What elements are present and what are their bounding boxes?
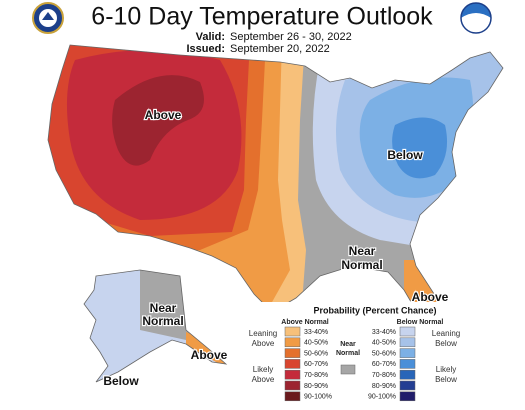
noaa-doc-logo	[32, 2, 64, 34]
legend-above-range: 50-60%	[304, 350, 328, 357]
issued-label: Issued:	[186, 43, 225, 55]
legend-above-range: 80-90%	[304, 383, 328, 390]
label-alaska-below: Below	[103, 374, 139, 388]
legend-below-range: 70-80%	[372, 372, 396, 379]
legend-likely-above: Above	[252, 375, 275, 384]
legend-below-swatch	[399, 369, 416, 380]
label-near-normal: Near	[349, 244, 376, 258]
legend: Probability (Percent Chance) Above Norma…	[240, 302, 512, 404]
above-90-core	[112, 75, 204, 166]
legend-above-range: 70-80%	[304, 372, 328, 379]
legend-above-swatch	[284, 369, 301, 380]
legend-above-range: 33-40%	[304, 329, 328, 336]
legend-above-range: 90-100%	[304, 394, 332, 401]
legend-below-swatch	[399, 380, 416, 391]
alaska-outline	[83, 269, 228, 383]
legend-below-range: 90-100%	[368, 394, 396, 401]
legend-near-heading: Normal	[336, 350, 360, 357]
legend-above-range: 40-50%	[304, 340, 328, 347]
legend-above-heading: Above Normal	[281, 319, 329, 326]
legend-near-swatch	[340, 364, 356, 375]
legend-above-swatch	[284, 337, 301, 348]
legend-below-range: 40-50%	[372, 340, 396, 347]
legend-below-range: 33-40%	[372, 329, 396, 336]
label-alaska-near: Near	[150, 301, 177, 315]
alaska-panhandle-above	[186, 332, 226, 370]
label-alaska-near: Normal	[142, 314, 183, 328]
legend-below-range: 60-70%	[372, 361, 396, 368]
legend-above-swatch	[284, 348, 301, 358]
label-alaska-above: Above	[191, 348, 228, 362]
legend-below-swatch	[399, 391, 416, 402]
legend-likely-below: Below	[435, 375, 457, 384]
conus-outline	[47, 44, 504, 325]
title: 6-10 Day Temperature Outlook	[91, 3, 433, 31]
legend-near-heading: Near	[340, 341, 356, 348]
legend-below-swatch	[399, 348, 416, 358]
legend-title: Probability (Percent Chance)	[313, 305, 436, 315]
valid-dates: September 26 - 30, 2022	[230, 31, 352, 43]
label-near-normal: Normal	[341, 258, 382, 272]
legend-above-swatch	[284, 391, 301, 402]
legend-leaning-above: Above	[252, 339, 275, 348]
legend-above-swatch	[284, 359, 301, 369]
legend-leaning-below: Leaning	[432, 329, 460, 338]
below-60-70	[392, 117, 448, 179]
legend-below-swatch	[399, 359, 416, 369]
legend-below-swatch	[399, 337, 416, 348]
label-above-west: Above	[145, 108, 182, 122]
legend-above-swatch	[284, 380, 301, 391]
label-above-florida: Above	[412, 290, 449, 304]
valid-label: Valid:	[196, 31, 225, 43]
legend-above-swatch	[284, 326, 301, 337]
legend-leaning-above: Leaning	[249, 329, 277, 338]
issued-date: September 20, 2022	[230, 43, 330, 55]
legend-likely-below: Likely	[436, 365, 456, 374]
legend-likely-above: Likely	[253, 365, 273, 374]
label-below-east: Below	[387, 148, 423, 162]
legend-below-range: 50-60%	[372, 350, 396, 357]
legend-below-range: 80-90%	[372, 383, 396, 390]
noaa-logo	[460, 2, 492, 34]
legend-leaning-below: Below	[435, 339, 457, 348]
legend-above-range: 60-70%	[304, 361, 328, 368]
legend-below-heading: Below Normal	[397, 319, 444, 326]
legend-below-swatch	[399, 326, 416, 337]
